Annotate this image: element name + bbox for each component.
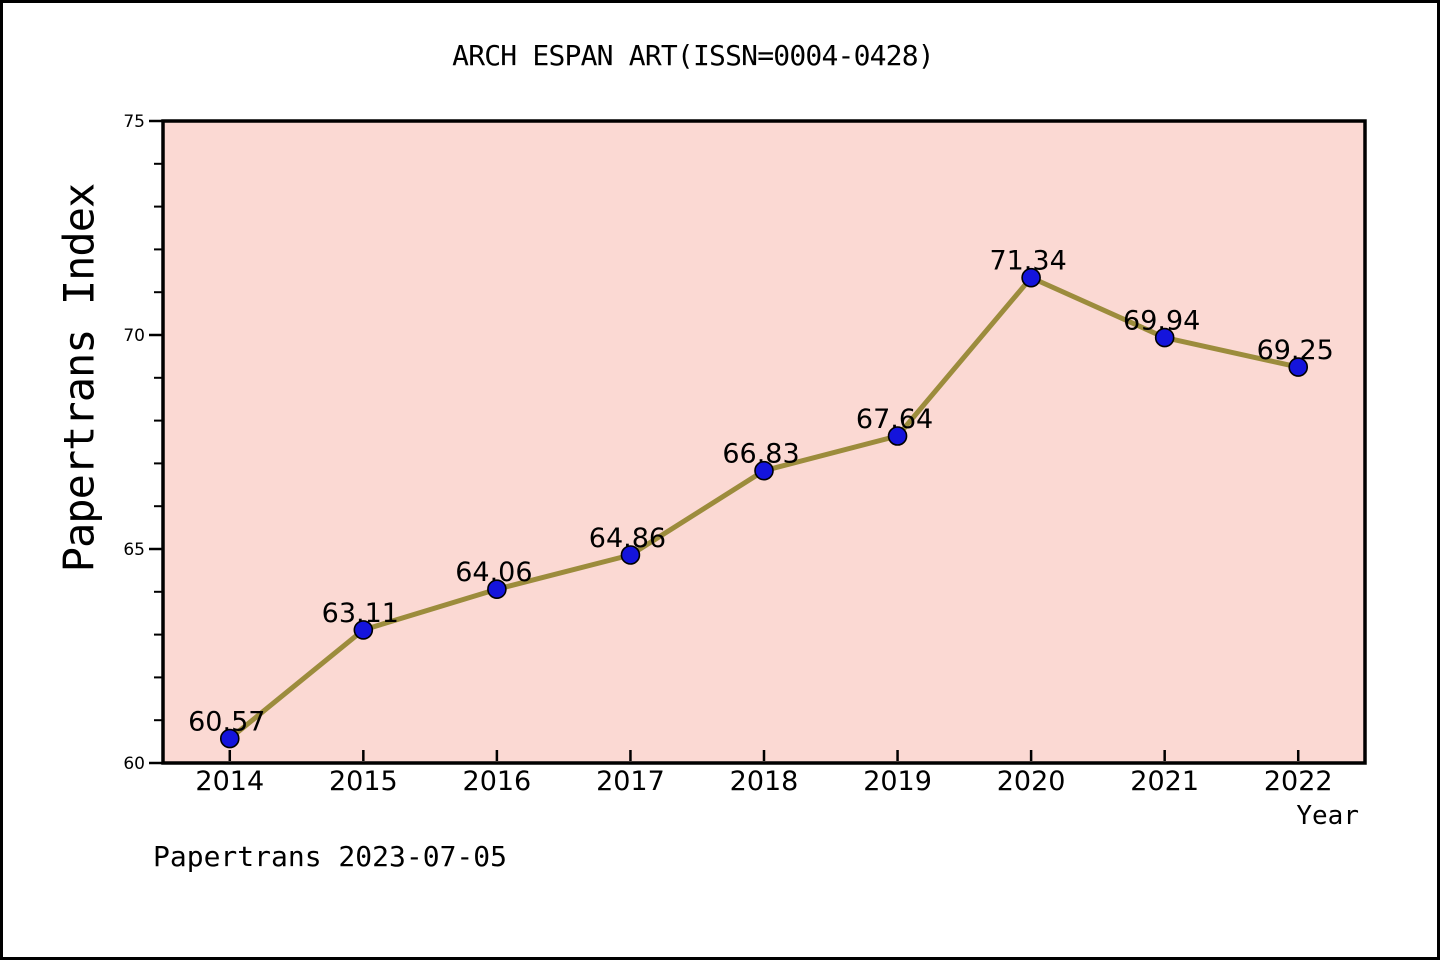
x-tick-label: 2021: [1130, 766, 1199, 797]
data-point: [620, 545, 641, 565]
y-tick-label: 60: [123, 754, 145, 774]
axes-frame: [161, 119, 1367, 765]
x-tick-label: 2015: [329, 766, 398, 797]
y-tick-label: 70: [123, 326, 145, 346]
data-point-label: 66.83: [722, 439, 799, 470]
data-point-label: 64.06: [455, 557, 532, 588]
data-point-label: 71.34: [989, 246, 1066, 277]
x-tick-label: 2020: [997, 766, 1066, 797]
y-tick-label: 75: [123, 112, 145, 132]
data-point-label: 69.25: [1257, 335, 1334, 366]
data-point: [1154, 327, 1175, 348]
data-point: [353, 620, 374, 640]
y-tick-label: 65: [123, 540, 145, 560]
x-tick-label: 2016: [463, 766, 532, 797]
data-point: [219, 728, 240, 749]
data-point: [887, 426, 908, 446]
data-point-label: 64.86: [589, 523, 666, 554]
x-tick-label: 2022: [1264, 766, 1333, 797]
x-tick-label: 2019: [863, 766, 932, 797]
data-point: [487, 579, 507, 600]
data-point: [754, 460, 774, 481]
x-tick-label: 2014: [195, 766, 264, 797]
line-chart-svg: 60 65 70 75 2014 2015 2016 2017 2018 2019 2020 2021…: [123, 112, 1367, 797]
data-point-label: 69.94: [1123, 306, 1200, 337]
x-tick-label: 2018: [730, 766, 799, 797]
data-point: [1021, 267, 1041, 288]
data-point-label: 67.64: [856, 404, 933, 435]
plot-area: [163, 121, 1365, 763]
x-tick-label: 2017: [596, 766, 665, 797]
data-point: [1288, 357, 1309, 377]
x-axis-label: Year: [1296, 801, 1359, 831]
data-point-label: 63.11: [322, 598, 399, 629]
data-point-label: 60.57: [188, 707, 265, 738]
chart-title: ARCH ESPAN ART(ISSN=0004-0428): [452, 39, 935, 72]
footer-text: Papertrans 2023-07-05: [153, 840, 508, 873]
